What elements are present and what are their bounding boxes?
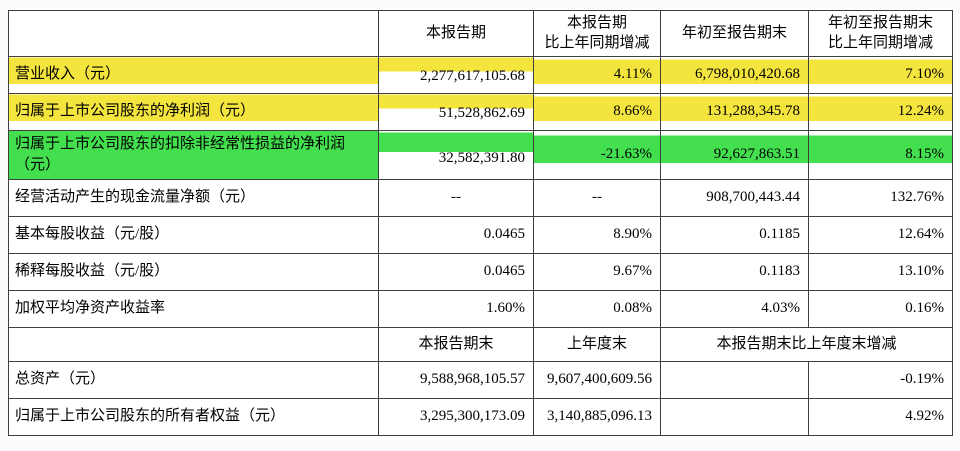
metric-value-cell-empty	[660, 360, 809, 399]
metric-value-cell: 92,627,863.51	[660, 129, 809, 180]
metric-row-operating-cash-flow: 经营活动产生的现金流量净额（元） -- -- 908,700,443.44 13…	[8, 178, 953, 217]
metric-label-cell: 稀释每股收益（元/股）	[8, 252, 379, 291]
metric-row-weighted-avg-roe: 加权平均净资产收益率 1.60% 0.08% 4.03% 0.16%	[8, 289, 953, 328]
metric-value-cell: 9,588,968,105.57	[378, 360, 534, 399]
metric-value-cell: 0.0465	[378, 252, 534, 291]
column-header-current-period-yoy: 本报告期 比上年同期增减	[533, 10, 661, 57]
metric-value-cell: 2,277,617,105.68	[378, 55, 534, 94]
metric-value-cell-empty	[660, 397, 809, 436]
metric-value-cell: 0.08%	[533, 289, 661, 328]
metric-value-cell: 0.0465	[378, 215, 534, 254]
metric-value-cell: 908,700,443.44	[660, 178, 809, 217]
metric-value-cell: --	[533, 178, 661, 217]
metric-value-cell: 4.11%	[533, 55, 661, 94]
metric-row-owners-equity: 归属于上市公司股东的所有者权益（元） 3,295,300,173.09 3,14…	[8, 397, 953, 436]
metric-value-cell: 7.10%	[808, 55, 953, 94]
metric-value-cell: 132.76%	[808, 178, 953, 217]
metric-label-cell: 归属于上市公司股东的净利润（元）	[8, 92, 379, 131]
metric-value-cell: 9,607,400,609.56	[533, 360, 661, 399]
metric-row-operating-revenue: 营业收入（元） 2,277,617,105.68 4.11% 6,798,010…	[8, 55, 953, 94]
metric-row-net-profit-excl-nonrecurring: 归属于上市公司股东的扣除非经常性损益的净利润（元） 32,582,391.80 …	[8, 129, 953, 180]
metric-value-cell: 0.1183	[660, 252, 809, 291]
metric-label-cell: 基本每股收益（元/股）	[8, 215, 379, 254]
metric-value-cell: 32,582,391.80	[378, 129, 534, 180]
metric-value-cell: 131,288,345.78	[660, 92, 809, 131]
metric-row-net-profit: 归属于上市公司股东的净利润（元） 51,528,862.69 8.66% 131…	[8, 92, 953, 131]
metric-value-cell: 3,295,300,173.09	[378, 397, 534, 436]
metric-value-cell: 1.60%	[378, 289, 534, 328]
column-header-period-end: 本报告期末	[378, 326, 534, 362]
metric-row-total-assets: 总资产（元） 9,588,968,105.57 9,607,400,609.56…	[8, 360, 953, 399]
metric-value-cell: 8.90%	[533, 215, 661, 254]
metric-value-cell: 8.66%	[533, 92, 661, 131]
metric-value-cell: 4.92%	[808, 397, 953, 436]
metric-value-cell: -0.19%	[808, 360, 953, 399]
metric-label-cell: 归属于上市公司股东的所有者权益（元）	[8, 397, 379, 436]
report-page: 本报告期 本报告期 比上年同期增减 年初至报告期末 年初至报告期末 比上年同期增…	[8, 10, 953, 436]
metric-label-cell: 加权平均净资产收益率	[8, 289, 379, 328]
metric-label-cell: 总资产（元）	[8, 360, 379, 399]
metric-value-cell: 4.03%	[660, 289, 809, 328]
column-header-period-end-change: 本报告期末比上年度末增减	[660, 326, 953, 362]
financial-summary-table: 本报告期 本报告期 比上年同期增减 年初至报告期末 年初至报告期末 比上年同期增…	[8, 10, 953, 436]
metric-value-cell: 0.1185	[660, 215, 809, 254]
metric-value-cell: --	[378, 178, 534, 217]
metric-value-cell: 9.67%	[533, 252, 661, 291]
corner-cell	[8, 326, 379, 362]
metric-value-cell: 6,798,010,420.68	[660, 55, 809, 94]
column-header-current-period: 本报告期	[378, 10, 534, 57]
metric-label-cell: 经营活动产生的现金流量净额（元）	[8, 178, 379, 217]
period-header-row: 本报告期 本报告期 比上年同期增减 年初至报告期末 年初至报告期末 比上年同期增…	[8, 10, 953, 57]
column-header-prior-year-end: 上年度末	[533, 326, 661, 362]
metric-value-cell: 12.24%	[808, 92, 953, 131]
metric-value-cell: 13.10%	[808, 252, 953, 291]
metric-label-cell: 营业收入（元）	[8, 55, 379, 94]
column-header-ytd-yoy: 年初至报告期末 比上年同期增减	[808, 10, 953, 57]
metric-row-diluted-eps: 稀释每股收益（元/股） 0.0465 9.67% 0.1183 13.10%	[8, 252, 953, 291]
metric-value-cell: 0.16%	[808, 289, 953, 328]
metric-value-cell: 12.64%	[808, 215, 953, 254]
metric-value-cell: 8.15%	[808, 129, 953, 180]
corner-cell	[8, 10, 379, 57]
metric-value-cell: 51,528,862.69	[378, 92, 534, 131]
metric-value-cell: -21.63%	[533, 129, 661, 180]
column-header-ytd: 年初至报告期末	[660, 10, 809, 57]
period-end-header-row: 本报告期末 上年度末 本报告期末比上年度末增减	[8, 326, 953, 362]
metric-value-cell: 3,140,885,096.13	[533, 397, 661, 436]
metric-row-basic-eps: 基本每股收益（元/股） 0.0465 8.90% 0.1185 12.64%	[8, 215, 953, 254]
metric-label-cell: 归属于上市公司股东的扣除非经常性损益的净利润（元）	[8, 129, 379, 180]
